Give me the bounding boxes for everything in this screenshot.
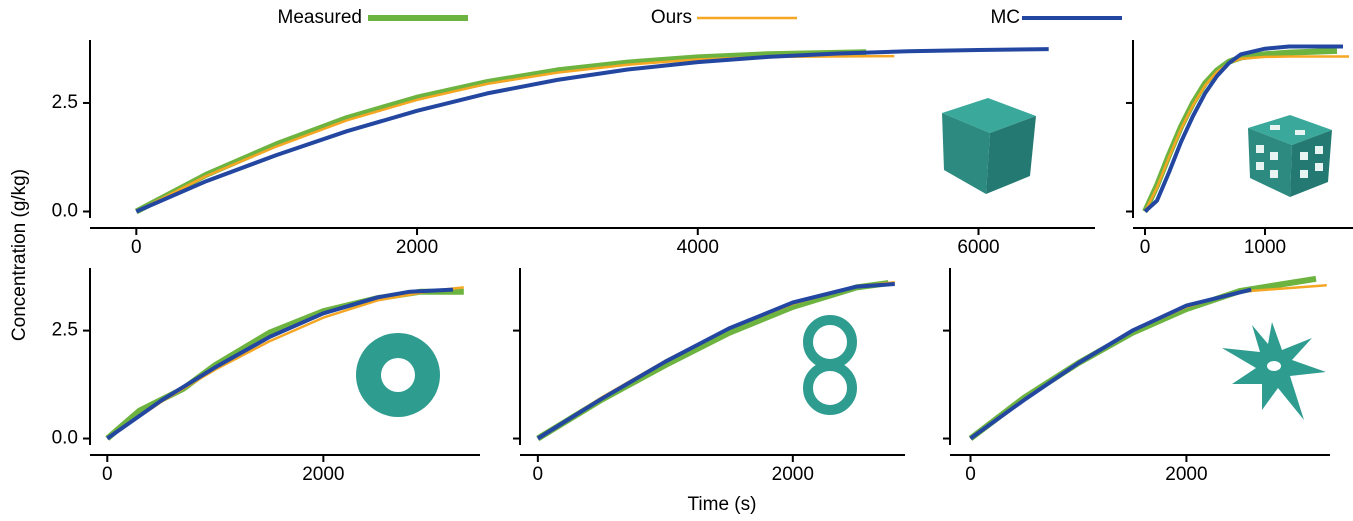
lattice-icon <box>1248 115 1332 197</box>
x-tick-label: 2000 <box>396 237 438 258</box>
y-tick-label: 0.0 <box>52 428 78 449</box>
x-axis-label: Time (s) <box>688 494 757 515</box>
x-tick-label: 0 <box>131 237 142 258</box>
data-line <box>134 49 867 215</box>
cube-icon <box>942 98 1036 194</box>
torus-icon <box>356 333 440 417</box>
data-line <box>135 47 1049 214</box>
legend-label: Ours <box>651 7 692 28</box>
x-tick-label: 0 <box>533 464 544 485</box>
y-tick-label: 2.5 <box>52 320 78 341</box>
x-tick-label: 2000 <box>772 464 814 485</box>
x-tick-label: 6000 <box>957 237 999 258</box>
y-tick-label: 0.0 <box>52 201 78 222</box>
eight-icon <box>803 315 857 415</box>
x-tick-label: 0 <box>102 464 113 485</box>
legend-label: MC <box>990 7 1020 28</box>
data-line <box>135 54 895 213</box>
x-tick-label: 2000 <box>302 464 344 485</box>
y-axis-label: Concentration (g/kg) <box>9 169 30 341</box>
x-tick-label: 0 <box>1140 237 1151 258</box>
data-line <box>1143 44 1343 213</box>
x-tick-label: 2000 <box>1165 464 1207 485</box>
legend-label: Measured <box>278 7 363 28</box>
y-tick-label: 2.5 <box>52 92 78 113</box>
x-tick-label: 4000 <box>677 237 719 258</box>
data-line <box>536 282 895 441</box>
data-line <box>969 287 1252 441</box>
x-tick-label: 0 <box>965 464 976 485</box>
x-tick-label: 1000 <box>1244 237 1286 258</box>
data-line <box>106 287 454 441</box>
star-icon <box>1222 322 1326 420</box>
